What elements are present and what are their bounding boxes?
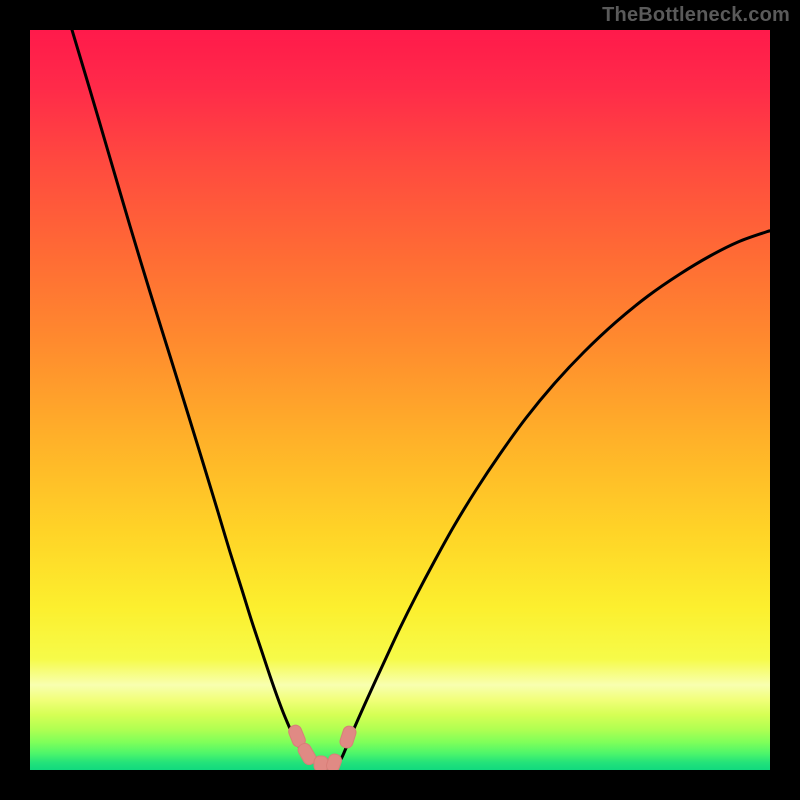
plot-area bbox=[30, 30, 770, 770]
watermark-text: TheBottleneck.com bbox=[602, 4, 790, 27]
curve-left bbox=[72, 30, 305, 754]
marker-group bbox=[287, 723, 358, 770]
marker-pill bbox=[338, 725, 357, 750]
marker-pill bbox=[314, 756, 328, 770]
marker-pill bbox=[325, 752, 343, 770]
outer-frame: TheBottleneck.com bbox=[0, 0, 800, 800]
curve-layer bbox=[30, 30, 770, 770]
curve-right bbox=[346, 231, 770, 748]
